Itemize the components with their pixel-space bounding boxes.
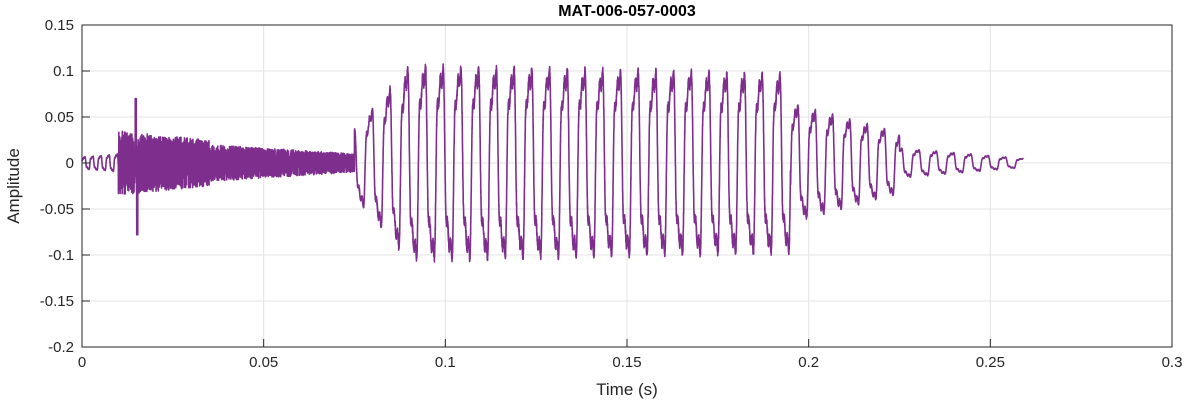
waveform-series-line [81, 63, 1024, 263]
y-axis-ticks: 0.15 0.1 0.05 0 -0.05 -0.1 -0.15 -0.2 [40, 17, 90, 356]
y-tick-label: -0.15 [40, 293, 74, 310]
y-tick-label: 0 [66, 155, 74, 172]
x-tick-label: 0.25 [976, 354, 1005, 371]
x-tick-label: 0.3 [1162, 354, 1183, 371]
x-tick-label: 0.2 [798, 354, 819, 371]
series-layer [81, 63, 1024, 263]
x-tick-label: 0 [78, 354, 86, 371]
y-tick-label: -0.1 [48, 247, 74, 264]
x-axis-ticks: 0 0.05 0.1 0.15 0.2 0.25 0.3 [78, 339, 1183, 371]
y-tick-label: -0.2 [48, 339, 74, 356]
y-axis-label: Amplitude [4, 148, 23, 224]
y-tick-label: -0.05 [40, 201, 74, 218]
y-tick-label: 0.05 [45, 109, 74, 126]
x-tick-label: 0.1 [435, 354, 456, 371]
x-axis-label: Time (s) [596, 380, 658, 399]
x-tick-label: 0.05 [249, 354, 278, 371]
y-tick-label: 0.15 [45, 17, 74, 34]
y-tick-label: 0.1 [53, 63, 74, 80]
x-tick-label: 0.15 [612, 354, 641, 371]
chart-title: MAT-006-057-0003 [558, 3, 696, 20]
